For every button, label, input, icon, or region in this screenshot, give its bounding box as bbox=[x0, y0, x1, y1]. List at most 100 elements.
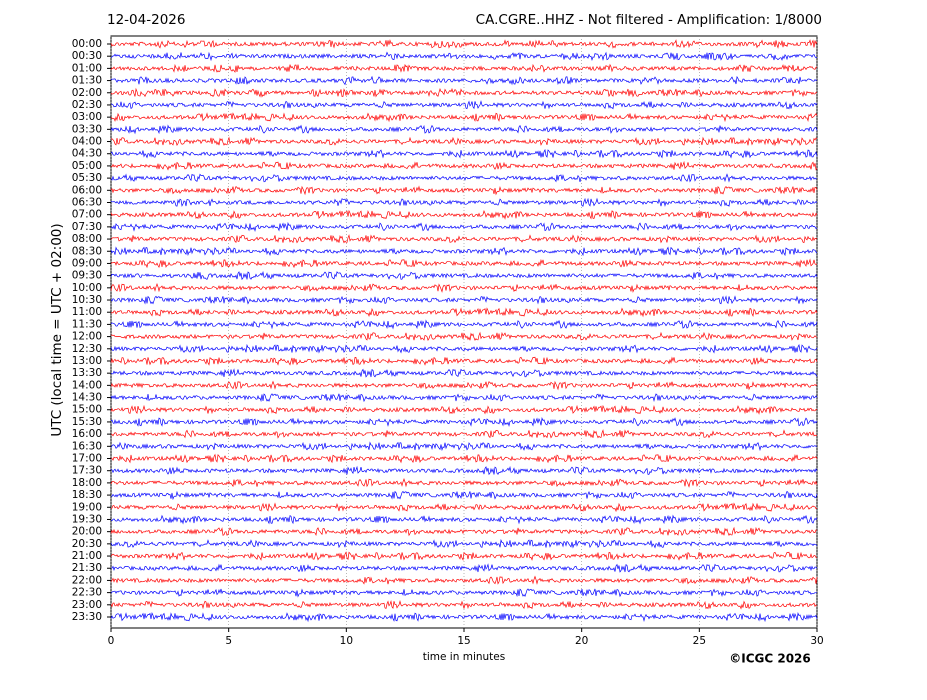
seismic-trace bbox=[110, 393, 818, 403]
seismic-trace bbox=[110, 380, 818, 391]
seismic-trace bbox=[110, 87, 818, 98]
y-tick-label: 21:00 bbox=[72, 550, 102, 562]
y-tick-label: 06:30 bbox=[72, 196, 102, 208]
seismic-trace bbox=[110, 209, 818, 220]
seismic-trace bbox=[110, 588, 818, 598]
seismic-trace bbox=[110, 100, 818, 110]
y-tick-label: 18:30 bbox=[72, 489, 102, 501]
y-tick-label: 10:30 bbox=[72, 294, 102, 306]
y-tick-label: 00:00 bbox=[72, 38, 102, 50]
seismic-trace bbox=[110, 282, 818, 293]
seismic-trace bbox=[110, 173, 818, 183]
seismic-trace bbox=[110, 136, 818, 147]
x-tick-label: 30 bbox=[810, 635, 823, 647]
y-tick-label: 06:00 bbox=[72, 184, 102, 196]
y-tick-label: 09:00 bbox=[72, 257, 102, 269]
seismic-trace bbox=[110, 75, 818, 86]
seismic-trace bbox=[110, 160, 818, 171]
y-tick-label: 05:30 bbox=[72, 172, 102, 184]
seismic-trace bbox=[110, 465, 818, 476]
seismic-trace bbox=[110, 368, 818, 378]
seismic-trace bbox=[110, 612, 818, 623]
seismic-trace bbox=[110, 502, 818, 513]
seismic-trace bbox=[110, 148, 818, 159]
y-tick-label: 01:30 bbox=[72, 75, 102, 87]
y-tick-label: 23:00 bbox=[72, 599, 102, 611]
y-tick-label: 07:00 bbox=[72, 209, 102, 221]
y-tick-label: 03:30 bbox=[72, 123, 102, 135]
seismic-trace bbox=[110, 331, 818, 342]
y-tick-label: 08:00 bbox=[72, 233, 102, 245]
x-tick-label: 25 bbox=[693, 635, 706, 647]
seismic-trace bbox=[110, 478, 818, 488]
y-tick-label: 22:30 bbox=[72, 587, 102, 599]
y-tick-label: 14:30 bbox=[72, 392, 102, 404]
seismic-trace bbox=[110, 429, 818, 439]
y-tick-label: 13:30 bbox=[72, 367, 102, 379]
seismic-trace bbox=[110, 295, 818, 305]
y-tick-label: 18:00 bbox=[72, 477, 102, 489]
seismic-trace bbox=[110, 197, 818, 207]
y-tick-label: 17:30 bbox=[72, 465, 102, 477]
date-title: 12-04-2026 bbox=[107, 12, 185, 28]
seismic-trace bbox=[110, 575, 818, 585]
y-tick-label: 14:00 bbox=[72, 379, 102, 391]
x-tick-label: 20 bbox=[575, 635, 588, 647]
y-tick-label: 15:30 bbox=[72, 416, 102, 428]
seismic-trace bbox=[110, 538, 818, 549]
seismic-trace bbox=[110, 600, 818, 610]
x-tick-label: 15 bbox=[457, 635, 470, 647]
seismic-trace bbox=[110, 112, 818, 123]
seismic-trace bbox=[110, 185, 818, 196]
y-tick-label: 07:30 bbox=[72, 221, 102, 233]
seismic-trace bbox=[110, 319, 818, 330]
seismic-trace bbox=[110, 39, 818, 49]
y-tick-label: 12:30 bbox=[72, 343, 102, 355]
x-tick-label: 5 bbox=[225, 635, 232, 647]
x-tick-label: 10 bbox=[340, 635, 353, 647]
seismic-trace bbox=[110, 343, 818, 354]
y-tick-label: 04:30 bbox=[72, 148, 102, 160]
seismic-trace bbox=[110, 124, 818, 135]
y-tick-label: 00:30 bbox=[72, 50, 102, 62]
seismic-trace bbox=[110, 221, 818, 233]
y-tick-label: 01:00 bbox=[72, 62, 102, 74]
seismic-trace bbox=[110, 307, 818, 318]
chart-title: CA.CGRE..HHZ - Not filtered - Amplificat… bbox=[476, 12, 822, 28]
seismic-trace bbox=[110, 441, 818, 452]
y-tick-label: 08:30 bbox=[72, 245, 102, 257]
y-tick-label: 19:00 bbox=[72, 501, 102, 513]
seismic-trace bbox=[110, 51, 818, 62]
credit: ©ICGC 2026 bbox=[729, 652, 811, 666]
seismic-trace bbox=[110, 246, 818, 257]
x-tick-label: 0 bbox=[108, 635, 115, 647]
seismic-trace bbox=[110, 563, 818, 573]
plot-frame bbox=[110, 35, 818, 629]
y-tick-label: 16:30 bbox=[72, 440, 102, 452]
y-tick-label: 15:00 bbox=[72, 404, 102, 416]
seismic-trace bbox=[110, 453, 818, 464]
y-tick-label: 02:00 bbox=[72, 87, 102, 99]
seismic-trace bbox=[110, 270, 818, 281]
y-tick-label: 22:00 bbox=[72, 574, 102, 586]
y-tick-label: 11:00 bbox=[72, 306, 102, 318]
x-axis-label: time in minutes bbox=[423, 651, 505, 663]
y-tick-label: 23:30 bbox=[72, 611, 102, 623]
y-tick-label: 05:00 bbox=[72, 160, 102, 172]
seismic-trace bbox=[110, 234, 818, 244]
y-tick-label: 10:00 bbox=[72, 282, 102, 294]
seismic-trace bbox=[110, 490, 818, 501]
y-tick-label: 20:30 bbox=[72, 538, 102, 550]
seismic-trace bbox=[110, 404, 818, 415]
y-tick-label: 13:00 bbox=[72, 355, 102, 367]
y-tick-label: 16:00 bbox=[72, 428, 102, 440]
seismic-trace bbox=[110, 526, 818, 537]
seismic-trace bbox=[110, 551, 818, 561]
seismic-trace bbox=[110, 514, 818, 525]
y-tick-label: 04:00 bbox=[72, 136, 102, 148]
y-tick-label: 19:30 bbox=[72, 513, 102, 525]
y-tick-label: 21:30 bbox=[72, 562, 102, 574]
y-tick-label: 09:30 bbox=[72, 270, 102, 282]
y-tick-label: 03:00 bbox=[72, 111, 102, 123]
